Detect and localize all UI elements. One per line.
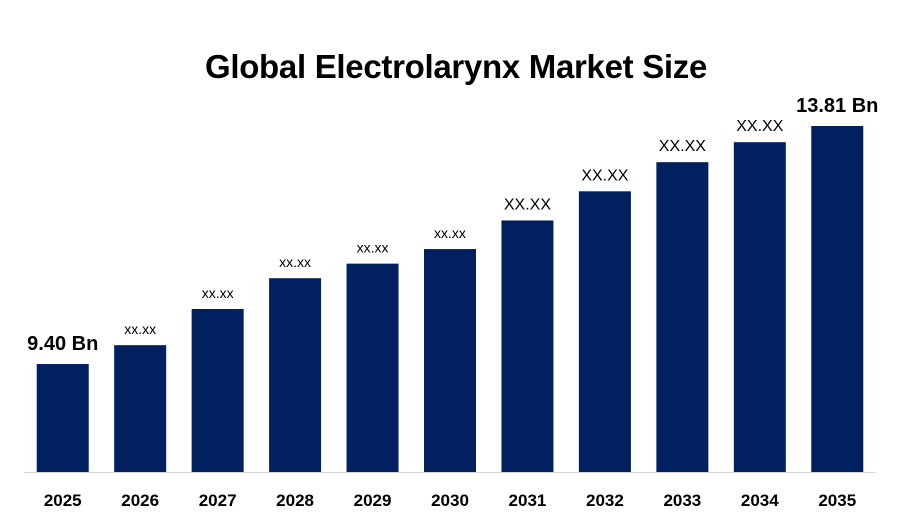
x-tick-label: 2029 — [354, 491, 392, 510]
bar-2028 — [269, 278, 322, 472]
x-tick-label: 2027 — [199, 491, 237, 510]
chart-title: Global Electrolarynx Market Size — [204, 48, 708, 85]
bar-2027 — [191, 308, 244, 472]
x-tick-label: 2030 — [431, 491, 469, 510]
x-tick-label: 2025 — [44, 491, 82, 510]
bar-2031 — [501, 220, 554, 472]
data-label: XX.XX — [504, 196, 551, 213]
bar-2026 — [114, 345, 167, 472]
data-label: 13.81 Bn — [796, 95, 878, 117]
x-tick-label: 2034 — [741, 491, 779, 510]
data-label: XX.XX — [581, 167, 628, 184]
bar-2025 — [36, 364, 89, 472]
data-label: xx.xx — [434, 225, 466, 241]
x-tick-label: 2033 — [663, 491, 701, 510]
bar-2032 — [578, 191, 631, 472]
x-tick-label: 2031 — [509, 491, 547, 510]
data-label: xx.xx — [124, 321, 156, 337]
bar-2034 — [733, 142, 786, 472]
bar-2030 — [424, 249, 476, 472]
data-label: XX.XX — [659, 138, 706, 155]
x-tick-label: 2026 — [121, 491, 159, 510]
data-label: xx.xx — [357, 240, 389, 256]
data-label: xx.xx — [202, 285, 234, 301]
data-label: xx.xx — [279, 254, 311, 270]
bar-2029 — [346, 263, 399, 472]
data-label: XX.XX — [736, 118, 783, 135]
bar-2035 — [811, 126, 864, 472]
data-label: 9.40 Bn — [27, 333, 98, 355]
x-tick-label: 2028 — [276, 491, 314, 510]
x-tick-label: 2032 — [586, 491, 624, 510]
x-tick-label: 2035 — [818, 491, 856, 510]
bar-2033 — [656, 162, 709, 473]
